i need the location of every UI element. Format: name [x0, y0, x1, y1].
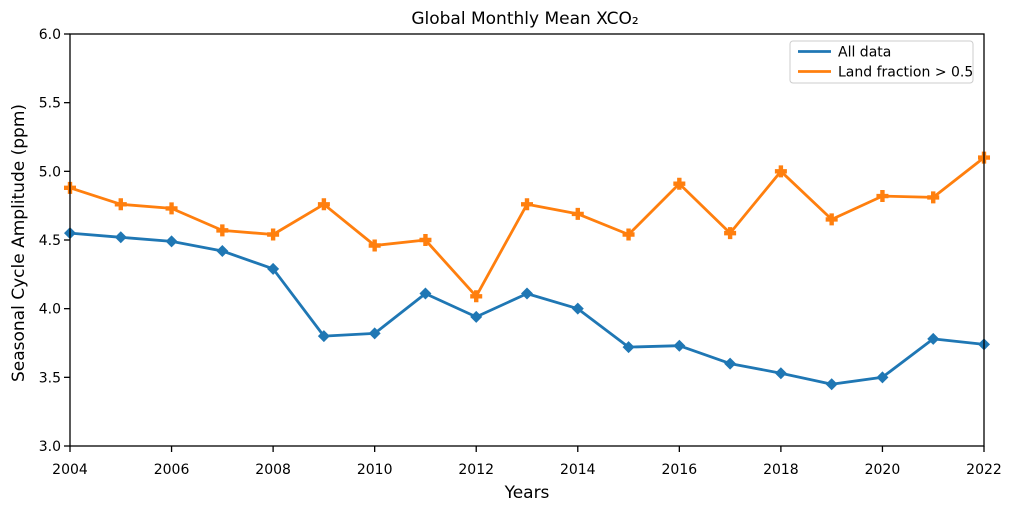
axes-layer: 2004 2006 2008 2010 2012 2014 2016 2018 2020 2022… — [39, 27, 1002, 478]
diamond-marker — [673, 339, 686, 352]
y-axis-label: Seasonal Cycle Amplitude (ppm) — [9, 104, 29, 382]
diamond-marker — [165, 235, 178, 248]
diamond-marker — [470, 310, 483, 323]
x-tick-label: 2022 — [966, 462, 1002, 478]
x-tick-label: 2020 — [865, 462, 901, 478]
chart-title: Global Monthly Mean XCO₂ — [411, 9, 638, 29]
plus-marker — [571, 207, 584, 220]
plus-marker — [419, 234, 432, 246]
diamond-marker — [419, 287, 432, 300]
x-tick-label: 2014 — [560, 462, 596, 478]
diamond-marker — [825, 378, 838, 391]
plus-marker — [622, 228, 635, 241]
plus-marker — [825, 213, 838, 226]
plus-marker — [114, 198, 127, 211]
diamond-marker — [267, 262, 280, 275]
x-tick-label: 2006 — [154, 462, 190, 478]
diamond-marker — [571, 302, 584, 315]
y-tick-label: 6.0 — [39, 27, 61, 43]
x-tick-label: 2004 — [52, 462, 88, 478]
series-line-1 — [68, 156, 986, 298]
plus-marker — [724, 227, 737, 240]
plus-marker — [876, 190, 889, 203]
plus-marker — [521, 198, 533, 211]
x-tick-label: 2012 — [458, 462, 494, 478]
plus-marker — [216, 224, 229, 237]
diamond-marker — [216, 244, 229, 257]
x-tick-label: 2018 — [763, 462, 799, 478]
plus-marker — [267, 228, 280, 241]
plus-marker — [165, 202, 178, 215]
diamond-marker — [876, 371, 889, 384]
plus-marker — [470, 290, 483, 303]
y-tick-label: 5.0 — [39, 164, 61, 180]
diamond-marker — [368, 327, 381, 340]
y-tick-label: 4.5 — [39, 233, 61, 249]
series-line-0 — [68, 231, 986, 386]
plus-marker — [774, 165, 787, 178]
legend-label: All data — [838, 45, 891, 61]
legend-label: Land fraction > 0.5 — [838, 65, 973, 81]
legend: All data Land fraction > 0.5 — [789, 40, 974, 84]
x-tick-label: 2016 — [662, 462, 698, 478]
plus-marker — [673, 177, 686, 190]
legend-box — [789, 40, 974, 84]
x-tick-label: 2008 — [255, 462, 291, 478]
plus-marker — [368, 239, 381, 252]
y-tick-label: 3.5 — [39, 370, 61, 386]
x-axis-label: Years — [504, 483, 550, 503]
y-tick-label: 5.5 — [39, 96, 61, 112]
plus-marker — [317, 198, 330, 211]
y-tick-label: 3.0 — [39, 439, 61, 455]
x-tick-label: 2010 — [357, 462, 393, 478]
plus-marker — [927, 191, 940, 204]
diamond-marker — [521, 287, 533, 300]
diamond-marker — [927, 332, 940, 345]
diamond-marker — [114, 231, 127, 244]
diamond-marker — [622, 341, 635, 354]
series-layer — [64, 151, 990, 391]
diamond-marker — [774, 367, 787, 380]
y-tick-label: 4.0 — [39, 302, 61, 318]
plot-border — [69, 33, 985, 447]
diamond-marker — [317, 330, 330, 343]
diamond-marker — [724, 357, 737, 370]
